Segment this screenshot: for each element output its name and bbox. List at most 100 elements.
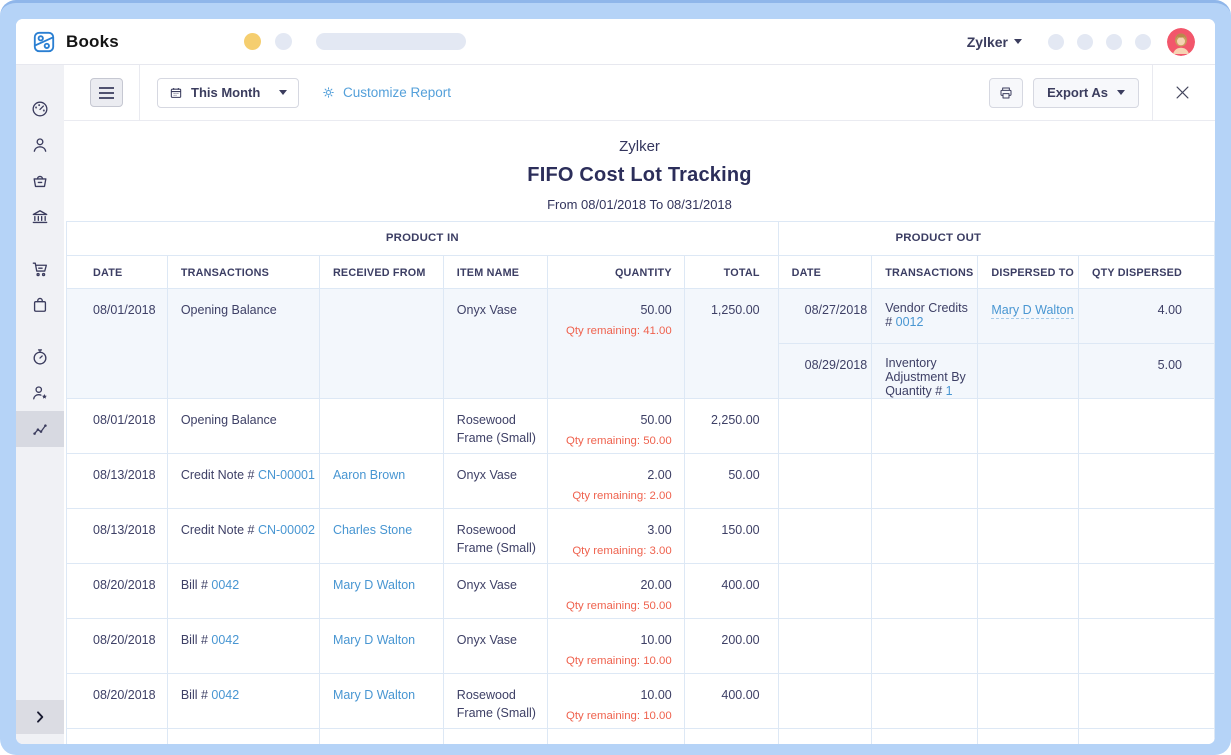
date-cell: 08/20/2018	[66, 563, 168, 619]
empty-cell	[1078, 618, 1215, 674]
contact-link[interactable]: Mary D Walton	[332, 578, 416, 592]
empty-cell	[546, 728, 685, 744]
calendar-icon	[170, 87, 182, 98]
empty-cell	[871, 398, 979, 454]
transaction-link[interactable]: 0042	[211, 633, 240, 647]
transaction-link[interactable]: CN-00001	[257, 468, 315, 482]
product-out-row	[777, 563, 1215, 619]
transaction-link[interactable]: 0042	[211, 578, 240, 592]
total-cell: 200.00	[683, 618, 779, 674]
quantity-value: 50.00	[640, 413, 672, 427]
contact-link[interactable]: Aaron Brown	[332, 468, 406, 482]
quantity-value: 10.00	[640, 633, 672, 647]
avatar[interactable]	[1167, 27, 1195, 56]
empty-cell	[442, 728, 548, 744]
product-out-row	[777, 398, 1215, 454]
transaction-cell: Credit Note # CN-00002	[166, 508, 320, 564]
date-cell: 08/29/2018	[777, 343, 873, 399]
received-from-cell: Aaron Brown	[318, 453, 444, 509]
transaction-link[interactable]: 0012	[895, 315, 924, 329]
contact-link[interactable]: Mary D Walton	[332, 688, 416, 702]
hamburger-icon	[99, 86, 114, 99]
date-cell: 08/13/2018	[66, 453, 168, 509]
transaction-link[interactable]: 0042	[211, 688, 240, 702]
empty-cell	[977, 398, 1079, 454]
qty-remaining: Qty remaining: 3.00	[572, 545, 672, 558]
quantity-value: 50.00	[640, 303, 672, 317]
contacts-icon[interactable]	[16, 127, 64, 163]
banking-icon[interactable]	[16, 199, 64, 235]
contact-link[interactable]: Charles Stone	[332, 523, 413, 537]
qty-remaining: Qty remaining: 2.00	[572, 490, 672, 503]
header-icon-4[interactable]	[1135, 33, 1151, 50]
items-icon[interactable]	[16, 163, 64, 199]
total-cell: 50.00	[683, 453, 779, 509]
sales-icon[interactable]	[16, 251, 64, 287]
qty-remaining: Qty remaining: 50.00	[565, 600, 672, 613]
product-out-table: PRODUCT OUT DATE TRANSACTIONS DISPERSED TO…	[777, 221, 1215, 744]
quantity-value: 20.00	[640, 578, 672, 592]
empty-cell	[871, 673, 979, 729]
empty-cell	[66, 728, 168, 744]
contact-link[interactable]: Mary D Walton	[991, 303, 1074, 319]
dashboard-icon[interactable]	[16, 91, 64, 127]
empty-cell	[1078, 563, 1215, 619]
header-icon-3[interactable]	[1106, 33, 1122, 50]
column-header: DATE	[777, 255, 873, 289]
empty-cell	[683, 728, 779, 744]
product-out-row	[777, 508, 1215, 564]
search-bar-placeholder[interactable]	[315, 33, 466, 50]
column-header: QUANTITY	[546, 255, 685, 289]
column-header: TRANSACTIONS	[871, 255, 979, 289]
purchases-icon[interactable]	[16, 287, 64, 323]
transaction-link[interactable]: CN-00002	[257, 523, 315, 537]
column-header: TOTAL	[683, 255, 779, 289]
header-icon-2[interactable]	[1077, 33, 1093, 50]
reports-icon[interactable]	[16, 411, 64, 447]
received-from-cell: Mary D Walton	[318, 673, 444, 729]
customize-report-button[interactable]: Customize Report	[321, 85, 451, 100]
quantity-cell: 50.00 Qty remaining: 50.00	[546, 398, 685, 454]
empty-cell	[777, 728, 873, 744]
empty-cell	[166, 728, 320, 744]
empty-cell	[977, 508, 1079, 564]
empty-cell	[1078, 728, 1215, 744]
header-icon-1[interactable]	[1048, 33, 1064, 50]
print-button[interactable]	[989, 77, 1024, 108]
time-tracking-icon[interactable]	[16, 339, 64, 375]
transaction-cell: Opening Balance	[166, 398, 320, 454]
chevron-down-icon	[1014, 39, 1022, 44]
period-value: This Month	[191, 85, 261, 100]
report-area: Zylker FIFO Cost Lot Tracking From 08/01…	[64, 121, 1215, 744]
empty-cell	[871, 453, 979, 509]
item-name-cell: Rosewood Frame (Small)	[442, 508, 548, 564]
sidebar-expand-button[interactable]	[16, 700, 64, 734]
transaction-cell: Inventory Adjustment By Quantity # 1	[871, 343, 979, 399]
empty-cell	[977, 728, 1079, 744]
column-header: TRANSACTIONS	[166, 255, 320, 289]
close-report-button[interactable]	[1174, 84, 1191, 101]
report-header: Zylker FIFO Cost Lot Tracking From 08/01…	[64, 121, 1215, 221]
product-out-row	[777, 618, 1215, 674]
header-dot	[274, 33, 292, 50]
books-logo-icon	[31, 29, 57, 55]
transaction-cell: Credit Note # CN-00001	[166, 453, 320, 509]
customize-report-label: Customize Report	[343, 85, 452, 100]
period-select[interactable]: This Month	[157, 77, 299, 108]
transaction-link[interactable]: 1	[945, 384, 953, 398]
item-name-cell: Onyx Vase	[442, 618, 548, 674]
export-as-button[interactable]: Export As	[1033, 77, 1139, 108]
contact-link[interactable]: Mary D Walton	[332, 633, 416, 647]
quantity-cell: 3.00 Qty remaining: 3.00	[546, 508, 685, 564]
empty-cell	[318, 728, 444, 744]
received-from-cell: Charles Stone	[318, 508, 444, 564]
total-cell: 400.00	[683, 673, 779, 729]
column-header: RECEIVED FROM	[318, 255, 444, 289]
report-title: FIFO Cost Lot Tracking	[527, 164, 752, 186]
empty-cell	[1078, 453, 1215, 509]
item-name-cell: Onyx Vase	[442, 288, 548, 399]
total-cell: 2,250.00	[683, 398, 779, 454]
org-selector[interactable]: Zylker	[967, 34, 1022, 50]
accountant-icon[interactable]	[16, 375, 64, 411]
reports-list-toggle-button[interactable]	[90, 78, 123, 107]
